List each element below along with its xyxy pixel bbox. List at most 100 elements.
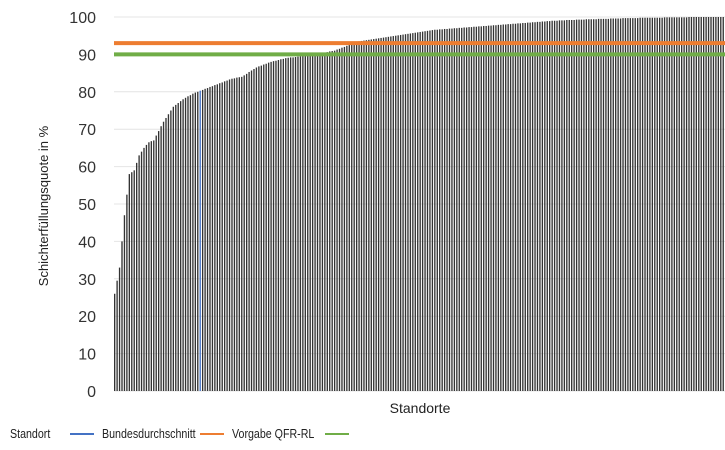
y-tick-label: 60 xyxy=(78,160,96,177)
bar xyxy=(615,18,617,391)
bar xyxy=(514,23,517,391)
bar xyxy=(563,20,566,392)
bar xyxy=(182,99,184,391)
bar xyxy=(263,64,265,391)
bar xyxy=(519,23,522,392)
bar xyxy=(236,77,238,391)
bar xyxy=(292,57,294,391)
bar xyxy=(172,106,174,391)
bar xyxy=(304,55,306,392)
bar xyxy=(610,18,612,391)
bar xyxy=(568,19,570,392)
y-tick-label: 20 xyxy=(78,309,96,326)
bar xyxy=(544,21,546,392)
bar xyxy=(128,174,130,391)
bar xyxy=(338,48,341,391)
bar xyxy=(529,22,531,392)
bar xyxy=(170,110,172,391)
bar xyxy=(490,25,492,391)
bar xyxy=(145,144,148,391)
bar xyxy=(231,78,233,392)
bar xyxy=(602,18,605,392)
bar xyxy=(421,31,424,392)
legend-item-bundesdurchschnitt: Bundesdurchschnitt xyxy=(102,426,216,441)
bar xyxy=(282,58,284,391)
bar xyxy=(365,40,368,391)
bar xyxy=(531,22,534,392)
bar xyxy=(260,65,262,392)
bar xyxy=(463,27,465,391)
bar xyxy=(289,57,292,391)
bar xyxy=(624,18,627,392)
bar xyxy=(297,56,299,391)
bar xyxy=(473,26,475,391)
bar xyxy=(573,19,575,392)
y-tick-label: 70 xyxy=(78,122,96,139)
bar xyxy=(502,24,504,391)
y-tick-labels: 0 10 20 30 40 50 60 70 80 90 100 xyxy=(69,10,96,401)
bar xyxy=(177,103,179,392)
bar xyxy=(184,97,187,391)
legend-item-vorgabe: Vorgabe QFR-RL xyxy=(232,426,332,441)
bar xyxy=(715,17,717,391)
bar xyxy=(189,95,192,392)
bar xyxy=(539,21,541,392)
bar xyxy=(468,27,470,391)
x-axis-label: Standorte xyxy=(390,400,451,416)
bar xyxy=(321,52,324,392)
bar xyxy=(414,32,416,392)
bar xyxy=(632,18,634,392)
bar xyxy=(272,61,275,391)
bar xyxy=(136,162,138,391)
bar xyxy=(138,155,140,391)
bar xyxy=(546,21,548,392)
bar xyxy=(319,53,321,391)
bar xyxy=(368,39,370,392)
bar xyxy=(402,34,404,391)
bar xyxy=(607,18,610,392)
bar xyxy=(309,55,311,392)
reference-lines xyxy=(114,41,725,57)
bar xyxy=(277,60,280,391)
bar xyxy=(373,39,375,391)
y-tick-label: 40 xyxy=(78,234,96,251)
bar xyxy=(703,17,705,391)
bar xyxy=(123,215,126,391)
bar xyxy=(612,18,614,391)
bar xyxy=(370,39,372,391)
bar xyxy=(380,37,382,391)
bar xyxy=(478,26,480,391)
bar xyxy=(512,23,514,391)
bar xyxy=(253,68,255,392)
bar xyxy=(461,27,463,391)
y-tick-label: 30 xyxy=(78,272,96,289)
bar xyxy=(483,25,485,391)
bar xyxy=(634,18,636,392)
bar xyxy=(436,29,438,391)
y-axis-label: Schichterfüllungsquote in % xyxy=(36,125,51,286)
bar xyxy=(654,17,656,391)
bar xyxy=(439,29,441,392)
bar xyxy=(419,31,421,392)
y-tick-label: 90 xyxy=(78,47,96,64)
bar xyxy=(160,126,162,392)
bar-bundesdurchschnitt xyxy=(199,90,201,392)
y-tick-label: 100 xyxy=(69,10,96,27)
bar xyxy=(656,17,658,391)
bar xyxy=(637,18,639,392)
bar xyxy=(534,22,536,392)
bar xyxy=(270,61,272,391)
bar xyxy=(541,21,544,392)
bar xyxy=(492,25,495,391)
legend-label-standort: Standort xyxy=(10,426,51,441)
bar xyxy=(441,29,443,392)
bar xyxy=(668,17,671,392)
bar xyxy=(505,24,507,391)
bar xyxy=(211,86,214,391)
bar xyxy=(243,75,245,391)
bar xyxy=(390,36,392,391)
bar xyxy=(351,43,353,392)
bar xyxy=(294,57,297,392)
bar xyxy=(258,66,260,392)
bar xyxy=(353,43,355,392)
